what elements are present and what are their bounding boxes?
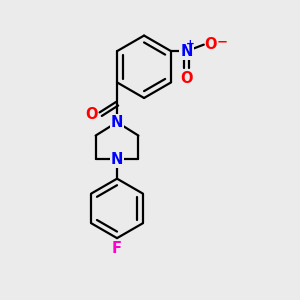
Text: O: O [180, 71, 193, 86]
Text: N: N [111, 115, 123, 130]
Text: O: O [85, 107, 98, 122]
Text: +: + [186, 39, 194, 49]
Text: −: − [216, 36, 227, 49]
Text: N: N [180, 44, 193, 59]
Text: F: F [112, 241, 122, 256]
Text: O: O [204, 37, 217, 52]
Text: N: N [111, 152, 123, 167]
